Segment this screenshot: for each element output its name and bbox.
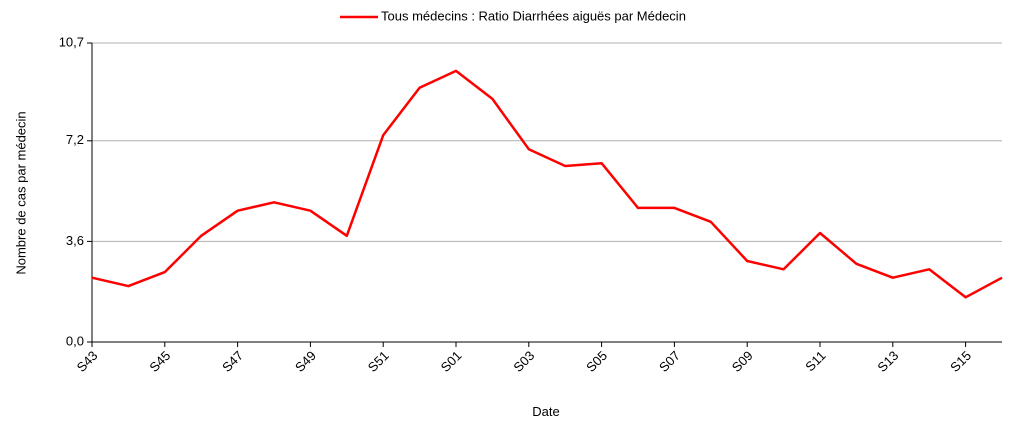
x-tick-label: S11	[802, 348, 828, 374]
y-tick-label: 3,6	[66, 233, 84, 248]
x-tick-label: S47	[219, 348, 246, 375]
y-tick-label: 7,2	[66, 132, 84, 147]
x-tick-label: S45	[146, 348, 173, 375]
legend-label: Tous médecins : Ratio Diarrhées aiguës p…	[381, 8, 686, 23]
x-tick-label: S09	[729, 348, 756, 375]
x-tick-label: S05	[583, 348, 610, 375]
y-axis-label: Nombre de cas par médecin	[13, 111, 28, 274]
x-tick-label: S07	[656, 348, 683, 375]
x-tick-label: S43	[74, 348, 101, 375]
x-axis-label: Date	[532, 404, 559, 419]
x-tick-label: S15	[947, 348, 974, 375]
x-tick-label: S01	[438, 348, 465, 375]
y-tick-label: 10,7	[59, 34, 84, 49]
line	[91, 69, 1003, 299]
y-tick-label: 0,0	[66, 333, 84, 348]
x-tick-label: S03	[510, 348, 537, 375]
x-tick-label: S51	[365, 348, 392, 375]
x-tick-label: S13	[874, 348, 901, 375]
x-tick-label: S49	[292, 348, 319, 375]
